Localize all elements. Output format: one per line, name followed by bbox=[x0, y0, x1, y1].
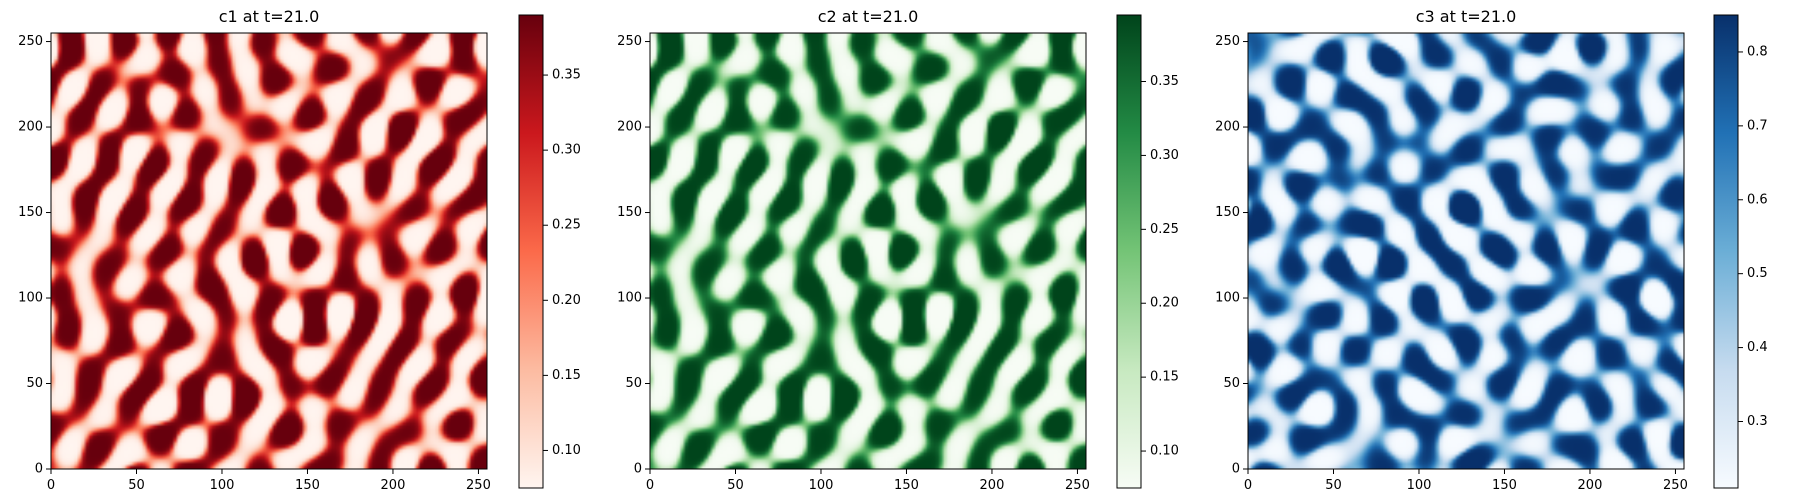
y-tick-label: 100 bbox=[1215, 291, 1240, 306]
x-tick-label: 50 bbox=[727, 478, 744, 493]
x-tick-label: 50 bbox=[128, 478, 145, 493]
y-tick-label: 100 bbox=[617, 291, 642, 306]
y-tick-label: 0 bbox=[35, 462, 43, 477]
x-tick-label: 150 bbox=[1492, 478, 1517, 493]
x-tick-label: 100 bbox=[809, 478, 834, 493]
y-tick-label: 250 bbox=[1215, 34, 1240, 49]
y-tick-label: 50 bbox=[1223, 376, 1240, 391]
x-tick-label: 150 bbox=[894, 478, 919, 493]
y-tick-label: 150 bbox=[1215, 205, 1240, 220]
colorbar-tick-label: 0.4 bbox=[1747, 340, 1768, 355]
x-tick-label: 250 bbox=[1065, 478, 1090, 493]
colorbar-tick-label: 0.25 bbox=[552, 218, 581, 233]
colorbar-tick-label: 0.15 bbox=[552, 368, 581, 383]
colorbar-tick-label: 0.3 bbox=[1747, 414, 1768, 429]
x-tick-label: 100 bbox=[1407, 478, 1432, 493]
colorbar bbox=[519, 15, 543, 488]
chart-title: c3 at t=21.0 bbox=[1416, 7, 1517, 26]
colorbar-tick-label: 0.20 bbox=[552, 293, 581, 308]
colorbar-frame bbox=[1116, 14, 1142, 489]
colorbar-tick-label: 0.8 bbox=[1747, 44, 1768, 59]
colorbar-tick-label: 0.7 bbox=[1747, 118, 1768, 133]
y-tick-label: 200 bbox=[617, 120, 642, 135]
heatmap-panel-1: c1 at t=21.0 0 50 100 150 200 250 0 50 100 150 200 2… bbox=[18, 7, 581, 493]
colorbar-tick-label: 0.30 bbox=[552, 143, 581, 158]
colorbar bbox=[1117, 15, 1141, 488]
heatmap-image bbox=[650, 33, 1086, 469]
heatmap-panel-3: c3 at t=21.0 0 50 100 150 200 250 0 50 100 150 200 2… bbox=[1215, 7, 1768, 493]
heatmap-panel-2: c2 at t=21.0 0 50 100 150 200 250 0 50 100 150 200 2… bbox=[617, 7, 1179, 493]
colorbar-tick-label: 0.30 bbox=[1150, 148, 1179, 163]
x-tick-label: 200 bbox=[980, 478, 1005, 493]
x-tick-label: 50 bbox=[1325, 478, 1342, 493]
colorbar-tick-label: 0.5 bbox=[1747, 266, 1768, 281]
plot-frame bbox=[1247, 32, 1685, 470]
x-tick-label: 200 bbox=[1578, 478, 1603, 493]
colorbar-tick-label: 0.35 bbox=[552, 68, 581, 83]
y-tick-label: 250 bbox=[18, 34, 43, 49]
y-tick-label: 150 bbox=[617, 205, 642, 220]
x-tick-label: 150 bbox=[295, 478, 320, 493]
colorbar-tick-label: 0.15 bbox=[1150, 370, 1179, 385]
x-tick-label: 0 bbox=[1244, 478, 1252, 493]
y-tick-label: 200 bbox=[18, 120, 43, 135]
y-tick-label: 200 bbox=[1215, 120, 1240, 135]
y-tick-label: 0 bbox=[634, 462, 642, 477]
colorbar-tick-label: 0.35 bbox=[1150, 74, 1179, 89]
colorbar-frame bbox=[1713, 14, 1739, 489]
y-tick-label: 100 bbox=[18, 291, 43, 306]
colorbar-tick-label: 0.6 bbox=[1747, 192, 1768, 207]
colorbar-tick-label: 0.25 bbox=[1150, 222, 1179, 237]
colorbar-tick-label: 0.10 bbox=[552, 443, 581, 458]
plot-frame bbox=[50, 32, 488, 470]
colorbar-tick-label: 0.20 bbox=[1150, 296, 1179, 311]
x-tick-label: 0 bbox=[47, 478, 55, 493]
y-tick-label: 50 bbox=[625, 376, 642, 391]
y-tick-label: 50 bbox=[26, 376, 43, 391]
y-tick-label: 150 bbox=[18, 205, 43, 220]
x-tick-label: 200 bbox=[381, 478, 406, 493]
chart-title: c1 at t=21.0 bbox=[219, 7, 320, 26]
plot-frame bbox=[649, 32, 1087, 470]
x-tick-label: 100 bbox=[210, 478, 235, 493]
y-tick-label: 250 bbox=[617, 34, 642, 49]
x-tick-label: 250 bbox=[1663, 478, 1688, 493]
colorbar-frame bbox=[518, 14, 544, 489]
chart-title: c2 at t=21.0 bbox=[818, 7, 919, 26]
heatmap-image bbox=[51, 33, 487, 469]
x-tick-label: 0 bbox=[646, 478, 654, 493]
colorbar-tick-label: 0.10 bbox=[1150, 444, 1179, 459]
y-tick-label: 0 bbox=[1232, 462, 1240, 477]
heatmap-image bbox=[1248, 33, 1684, 469]
colorbar bbox=[1714, 15, 1738, 488]
x-tick-label: 250 bbox=[466, 478, 491, 493]
